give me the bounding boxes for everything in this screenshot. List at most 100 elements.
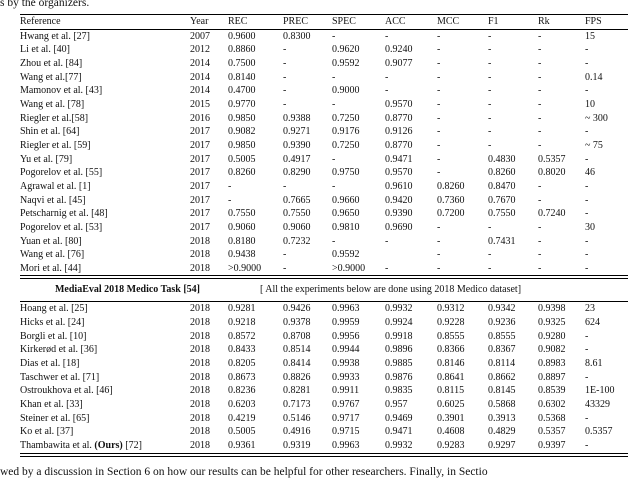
cell-rk: - [538,139,542,151]
cell-rec: 0.4219 [228,412,256,424]
cell-ref: Zhou et al. [84] [20,57,83,69]
cell-acc: 0.9390 [385,208,413,220]
cell-year: 2012 [190,44,210,56]
cell-ref: Mamonov et al. [43] [20,85,103,97]
cell-rk: 0.7240 [538,208,566,220]
cell-ref: Yu et al. [79] [20,153,73,165]
cell-fps: - [585,194,589,206]
cell-acc: 0.9240 [385,44,413,56]
cell-acc: 0.9918 [385,330,413,342]
cell-ref: Thambawita et al. (Ours) [72] [20,439,190,455]
cell-spec: 0.9620 [332,44,360,56]
cell-f1: - [488,221,492,233]
cell-ref: Taschwer et al. [71] [20,371,100,383]
cell-rec: 0.7500 [228,57,256,69]
cell-f1: 0.4829 [488,426,516,438]
table-row: Agrawal et al. [1] 2017 - - - 0.9610 0.8260 0.8… [20,180,628,194]
cell-rk: 0.9280 [538,330,566,342]
table-row: Mori et al. [44] 2018 >0.9000 - >0.9000 - - - - - [20,262,628,278]
cell-mcc: - [437,221,441,233]
cell-mcc: - [437,249,441,261]
table-row: Mamonov et al. [43] 2014 0.4700 - 0.9000 - - - -… [20,84,628,98]
table-row: Shin et al. [64] 2017 0.9082 0.9271 0.9176 0.… [20,125,628,139]
cell-prec: 0.9378 [283,317,311,329]
table-row: Wang et al. [76] 2018 0.9438 - 0.9592 - - - - [20,248,628,262]
cell-f1: - [488,139,492,151]
cell-acc: 0.9610 [385,180,413,192]
cell-mcc: - [437,57,441,69]
cell-f1: - [488,98,492,110]
cell-f1: 0.7550 [488,208,516,220]
cell-year: 2017 [190,221,210,233]
cell-mcc: - [437,167,441,179]
cell-mcc: 0.3901 [437,412,465,424]
cell-f1: 0.8662 [488,371,516,383]
cell-f1: 0.8260 [488,167,516,179]
cell-fps: - [585,249,589,261]
cell-year: 2018 [190,440,210,452]
cell-rk: - [538,126,542,138]
cell-rec: 0.9850 [228,112,256,124]
cell-ref: Pogorelov et al. [55] [20,167,103,179]
cell-spec: - [332,180,336,192]
cell-f1: - [488,71,492,83]
cell-acc: 0.9077 [385,57,413,69]
cell-prec: 0.7173 [283,399,311,411]
cell-spec: 0.9715 [332,426,360,438]
cell-ref: Hwang et al. [27] [20,30,90,42]
table-row: Khan et al. [33] 2018 0.6203 0.7173 0.9767 0.… [20,398,628,412]
cell-fps: 0.14 [585,71,603,83]
cell-spec: - [332,71,336,83]
table-row: Hicks et al. [24] 2018 0.9218 0.9378 0.9959 0… [20,316,628,330]
cell-ref: Hoang et al. [25] [20,303,88,315]
cell-rk: 0.9398 [538,303,566,315]
cell-fps: - [585,44,589,56]
cell-ref: Kirkerød et al. [36] [20,344,98,356]
table-row: Riegler et al.[58] 2016 0.9850 0.9388 0.7250… [20,112,628,126]
cell-f1: 0.8114 [488,358,516,370]
cell-ref: Pogorelov et al. [53] [20,221,103,233]
cell-acc: 0.9896 [385,344,413,356]
cell-rk: - [538,85,542,97]
cell-f1: 0.5868 [488,399,516,411]
cell-rec: 0.9082 [228,126,256,138]
ours-label: (Ours) [94,440,123,452]
cell-acc: 0.9835 [385,385,413,397]
cell-rec: 0.9770 [228,98,256,110]
cell-spec: 0.9956 [332,330,360,342]
cell-f1: - [488,249,492,261]
cell-year: 2015 [190,98,210,110]
cell-mcc: - [437,98,441,110]
cell-ref: Petscharnig et al. [48] [20,208,108,220]
cell-prec: 0.8290 [283,167,311,179]
cell-fps: 10 [585,98,595,110]
cell-rk: - [538,194,542,206]
cell-year: 2017 [190,139,210,151]
column-header-ref: Reference [20,16,61,27]
cell-prec: 0.9060 [283,221,311,233]
cell-rk: 0.6302 [538,399,566,411]
cell-acc: 0.957 [385,399,408,411]
cell-ref: Steiner et al. [65] [20,412,90,424]
cell-acc: - [385,85,389,97]
cell-prec: 0.8514 [283,344,311,356]
cell-rec: 0.9218 [228,317,256,329]
section-header-row: MediaEval 2018 Medico Task [54] [ All th… [20,277,628,302]
cell-spec: 0.9810 [332,221,360,233]
cell-mcc: 0.8260 [437,180,465,192]
table-row: Taschwer et al. [71] 2018 0.8673 0.8826 0.99… [20,371,628,385]
cell-rk: 0.8539 [538,385,566,397]
cell-spec: 0.9938 [332,358,360,370]
cell-rk: 0.5357 [538,426,566,438]
table-row: Naqvi et al. [45] 2017 - 0.7665 0.9660 0.9420… [20,194,628,208]
cell-rec: 0.9060 [228,221,256,233]
cell-rec: 0.9438 [228,249,256,261]
cell-rk: - [538,98,542,110]
cell-spec: 0.7250 [332,112,360,124]
table-row: Dias et al. [18] 2018 0.8205 0.8414 0.9938 0.… [20,357,628,371]
cell-rec: 0.8260 [228,167,256,179]
cell-acc: 0.9126 [385,126,413,138]
cell-prec: 0.7232 [283,235,311,247]
column-header-f1: F1 [488,16,499,27]
cell-mcc: 0.8115 [437,385,465,397]
